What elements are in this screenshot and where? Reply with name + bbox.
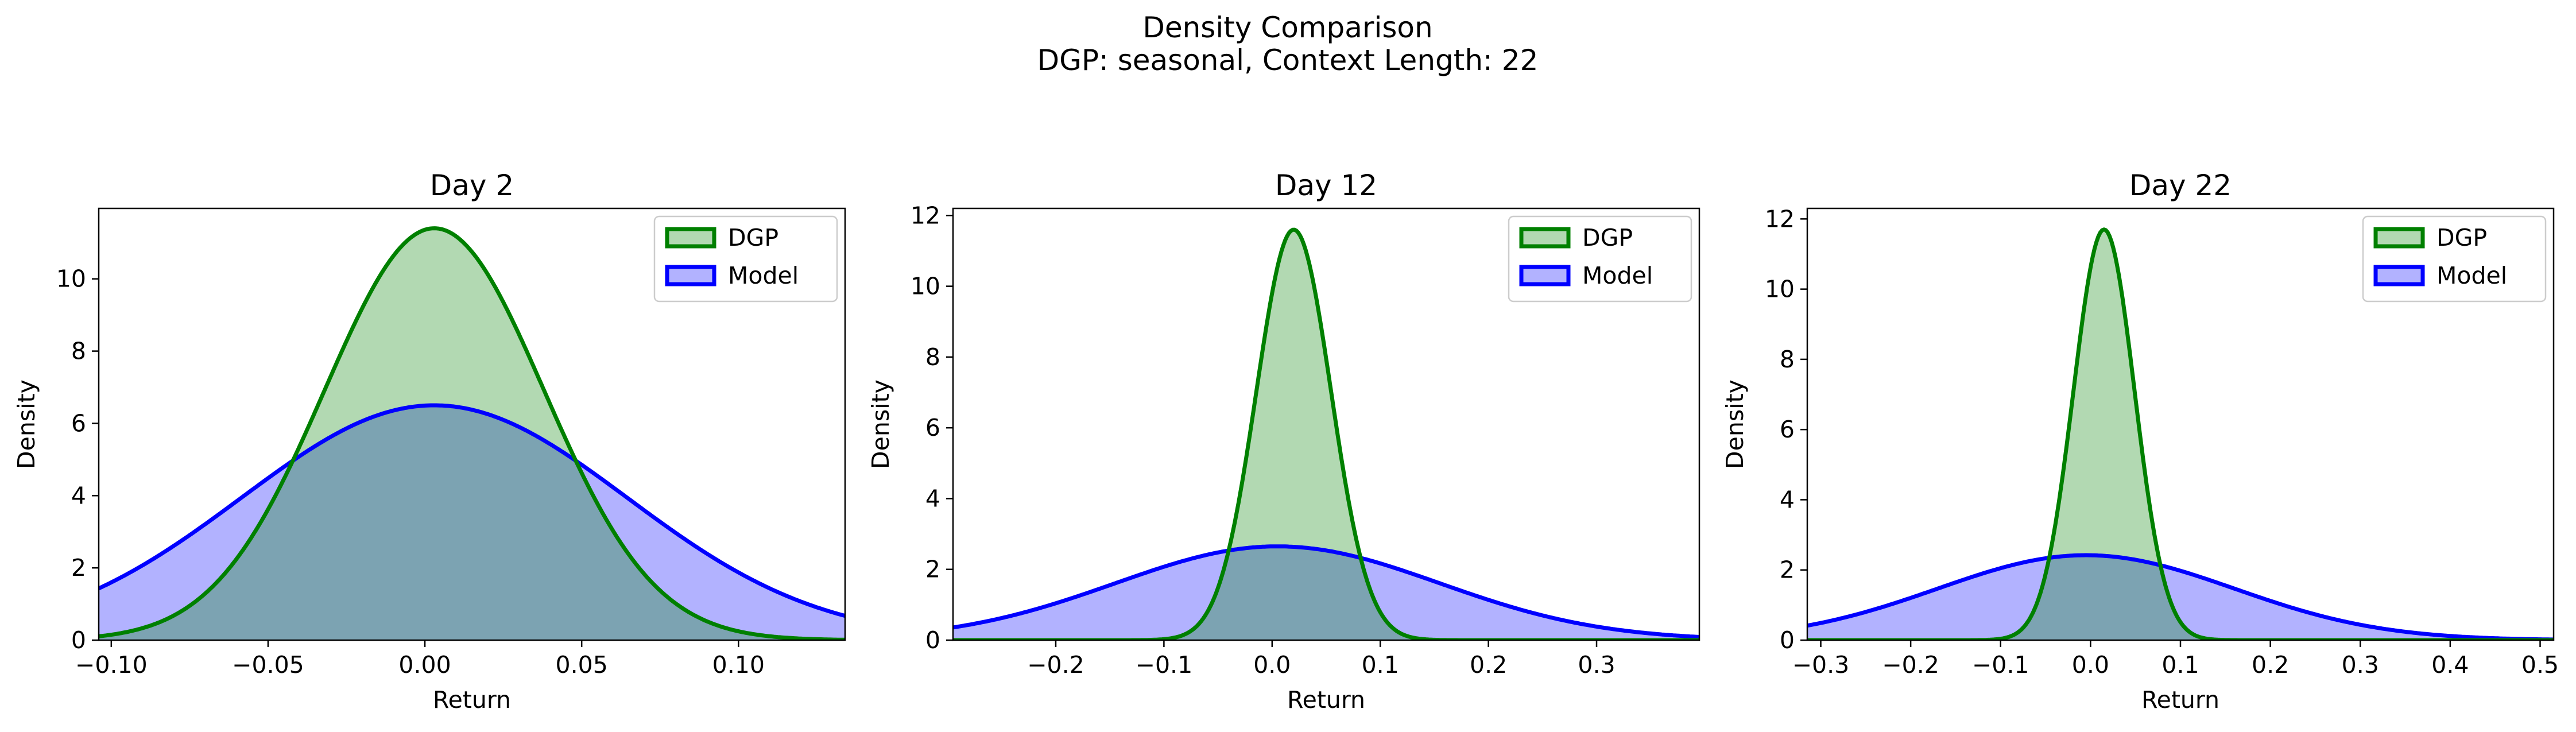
x-tick-label: −0.05 [232, 651, 304, 679]
x-tick-label: 0.5 [2521, 651, 2559, 679]
y-tick-label: 2 [925, 556, 940, 583]
y-tick-label: 6 [71, 409, 86, 437]
y-tick-label: 8 [925, 343, 940, 371]
legend: DGP Model [1508, 215, 1692, 303]
legend: DGP Model [2362, 215, 2547, 303]
subplot-day-panel: −0.3 −0.2 −0.1 0.0 0.1 0.2 0.3 0.4 0.5 0 2 4 6 8 10 12 D… [1721, 169, 2559, 714]
axes-frame [952, 207, 1700, 641]
y-tick-label: 0 [1780, 626, 1795, 654]
x-axis-label: Return [1287, 686, 1365, 714]
x-axis-label: Return [433, 686, 511, 714]
density-fill-model [1807, 555, 2554, 640]
legend-label-model: Model [728, 262, 799, 289]
x-tick-label: 0.2 [2252, 651, 2289, 679]
plot-area [953, 227, 1699, 640]
y-tick-label: 12 [911, 202, 940, 229]
density-line-model [1807, 553, 2554, 640]
plot-area [1807, 227, 2554, 640]
density-fill-dgp [953, 230, 1699, 640]
legend-swatch-dgp [665, 227, 716, 249]
density-fill-model [99, 405, 845, 640]
y-axis-label: Density [1721, 379, 1749, 469]
y-tick-label: 10 [911, 273, 940, 300]
subplot-title: Day 22 [2129, 169, 2232, 202]
y-tick-label: 2 [1780, 556, 1795, 584]
legend-label-model: Model [2436, 262, 2507, 289]
x-axis-label: Return [2141, 686, 2219, 714]
y-tick-label: 4 [925, 485, 940, 512]
x-tick-label: −0.10 [75, 651, 148, 679]
y-tick-label: 4 [71, 482, 86, 509]
density-line-model [953, 544, 1699, 639]
x-tick-label: −0.2 [1027, 651, 1084, 679]
density-fill-dgp [99, 228, 845, 640]
y-tick-label: 6 [925, 414, 940, 441]
y-tick-label: 4 [1780, 486, 1795, 513]
density-line-model [99, 403, 845, 618]
y-axis-label: Density [13, 379, 40, 469]
x-tick-label: 0.1 [2161, 651, 2199, 679]
subplot-title: Day 2 [430, 169, 514, 202]
plot-area [99, 226, 845, 640]
x-tick-label: −0.3 [1792, 651, 1850, 679]
subplot-title: Day 12 [1275, 169, 1377, 202]
subplot-day-panel: −0.10 −0.05 0.00 0.05 0.10 0 2 4 6 8 10 Day 2 Return… [13, 169, 846, 714]
x-tick-label: 0.2 [1470, 651, 1507, 679]
y-tick-label: 10 [1765, 276, 1795, 303]
legend: DGP Model [653, 215, 838, 303]
density-fill-model [953, 546, 1699, 640]
x-tick-label: 0.3 [2342, 651, 2379, 679]
legend-label-model: Model [1582, 262, 1653, 289]
legend-frame [653, 215, 838, 303]
x-tick-label: 0.00 [398, 651, 451, 679]
y-tick-label: 10 [56, 265, 86, 293]
x-tick-label: −0.1 [1972, 651, 2029, 679]
legend-label-dgp: DGP [728, 224, 778, 251]
legend-swatch-model [665, 265, 716, 286]
axes-frame [98, 207, 846, 641]
x-tick-label: 0.10 [712, 651, 765, 679]
y-tick-label: 0 [925, 626, 940, 654]
legend-swatch-dgp [2373, 227, 2425, 249]
x-tick-label: 0.05 [556, 651, 608, 679]
x-tick-label: 0.4 [2431, 651, 2469, 679]
x-tick-label: 0.0 [1253, 651, 1291, 679]
y-tick-label: 2 [71, 554, 86, 582]
figure-title: Density Comparison [1142, 11, 1432, 44]
legend-label-dgp: DGP [2436, 224, 2487, 251]
legend-swatch-model [1519, 265, 1571, 286]
legend-swatch-model [2373, 265, 2425, 286]
x-tick-label: −0.1 [1136, 651, 1193, 679]
x-tick-label: −0.2 [1882, 651, 1939, 679]
density-line-dgp [953, 227, 1699, 640]
legend-swatch-dgp [1519, 227, 1571, 249]
subplot-day-panel: −0.2 −0.1 0.0 0.1 0.2 0.3 0 2 4 6 8 10 12 Day 12 Retur… [867, 169, 1700, 714]
legend-frame [1508, 215, 1692, 303]
figure-subtitle: DGP: seasonal, Context Length: 22 [1037, 44, 1539, 77]
y-tick-label: 0 [71, 626, 86, 654]
legend-frame [2362, 215, 2547, 303]
x-tick-label: 0.0 [2072, 651, 2109, 679]
y-tick-label: 6 [1780, 416, 1795, 443]
y-tick-label: 8 [1780, 346, 1795, 373]
density-line-dgp [1807, 227, 2554, 640]
density-line-dgp [99, 226, 845, 640]
y-axis-label: Density [867, 379, 894, 469]
x-tick-label: 0.1 [1362, 651, 1399, 679]
legend-label-dgp: DGP [1582, 224, 1633, 251]
x-tick-label: 0.3 [1578, 651, 1615, 679]
y-tick-label: 8 [71, 338, 86, 365]
y-tick-label: 12 [1765, 205, 1795, 233]
